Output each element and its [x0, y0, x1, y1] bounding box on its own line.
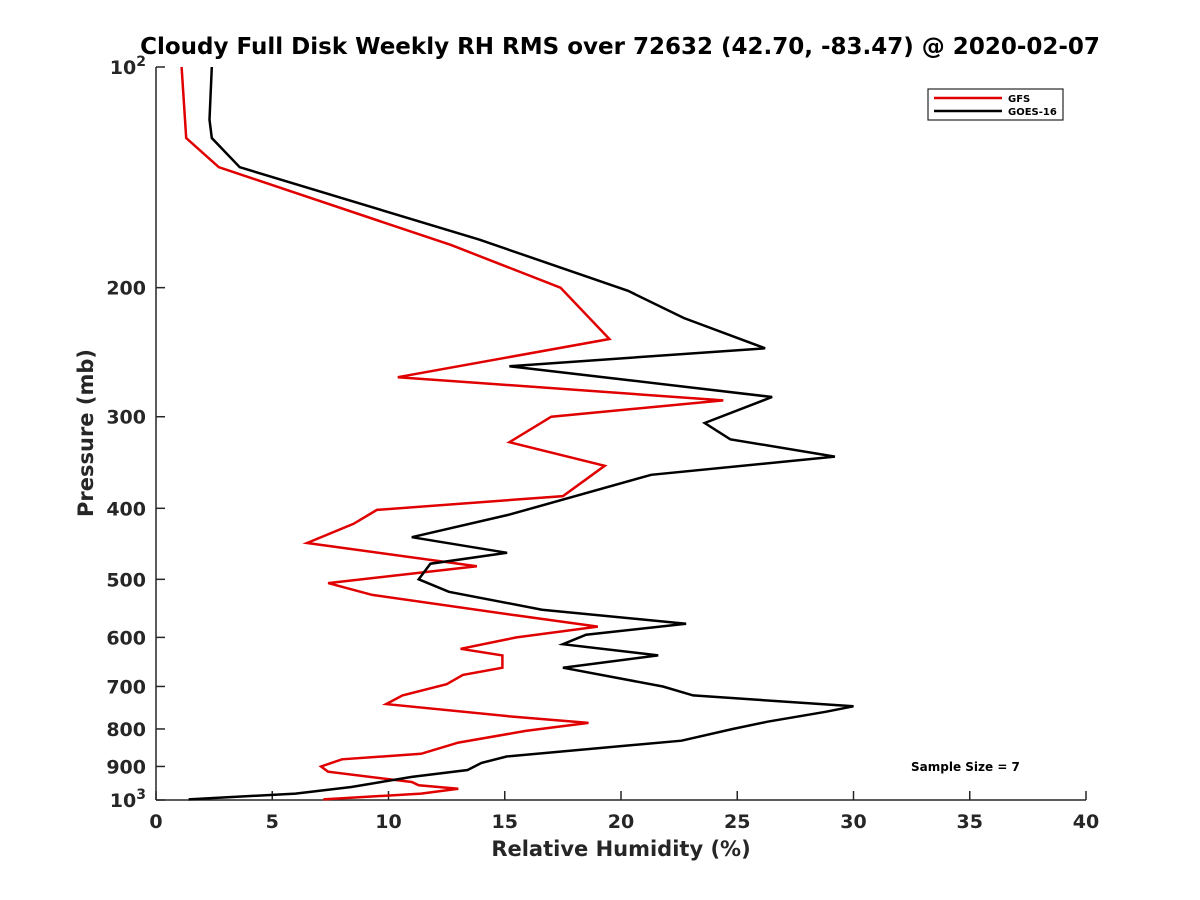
legend: GFS GOES-16	[927, 88, 1064, 121]
y-tick-label-base: 400	[106, 498, 146, 520]
x-axis-label: Relative Humidity (%)	[491, 837, 750, 861]
y-tick-label: 800	[106, 719, 146, 741]
x-tick-label: 40	[1073, 811, 1099, 833]
y-tick-label-base: 900	[106, 756, 146, 778]
chart-title: Cloudy Full Disk Weekly RH RMS over 7263…	[140, 34, 1100, 60]
y-tick-label-exponent: 2	[136, 54, 146, 70]
y-tick-label: 400	[106, 498, 146, 520]
x-tick-label: 20	[608, 811, 634, 833]
legend-box	[927, 88, 1064, 121]
y-tick-label-base: 500	[106, 569, 146, 591]
y-tick-label-base: 800	[106, 719, 146, 741]
y-tick-label-base: 600	[106, 627, 146, 649]
y-axis-label: Pressure (mb)	[74, 349, 98, 517]
y-tick-label-exponent: 3	[136, 787, 146, 803]
y-tick-label: 200	[106, 278, 146, 300]
x-tick-label: 5	[266, 811, 279, 833]
x-tick-label: 30	[840, 811, 866, 833]
plot-area: 0 5 10 15 20 25 30 35 40 10220030040050060070080…	[106, 54, 1099, 833]
y-tick-label-base: 10	[110, 57, 136, 79]
y-tick-label: 102	[110, 54, 146, 79]
y-tick-label: 600	[106, 627, 146, 649]
y-tick-label-base: 300	[106, 407, 146, 429]
y-tick-label: 300	[106, 407, 146, 429]
x-tick-label: 25	[724, 811, 750, 833]
legend-label-goes16: GOES-16	[1008, 107, 1057, 118]
y-tick-label-base: 10	[110, 790, 136, 812]
y-tick-label-base: 200	[106, 278, 146, 300]
x-tick-label: 10	[375, 811, 401, 833]
x-tick-label: 15	[492, 811, 518, 833]
y-tick-label: 500	[106, 569, 146, 591]
y-tick-label: 900	[106, 756, 146, 778]
series-lines	[180, 66, 854, 801]
series-line-gfs	[180, 66, 724, 801]
x-tick-label: 35	[957, 811, 983, 833]
sample-size-annotation: Sample Size = 7	[911, 760, 1020, 774]
x-ticks: 0 5 10 15 20 25 30 35 40	[149, 791, 1099, 833]
y-tick-label: 103	[110, 787, 146, 812]
series-line-goes16	[188, 66, 854, 801]
legend-label-gfs: GFS	[1008, 94, 1030, 105]
y-tick-label-base: 700	[106, 676, 146, 698]
y-tick-label: 700	[106, 676, 146, 698]
x-tick-label: 0	[149, 811, 162, 833]
